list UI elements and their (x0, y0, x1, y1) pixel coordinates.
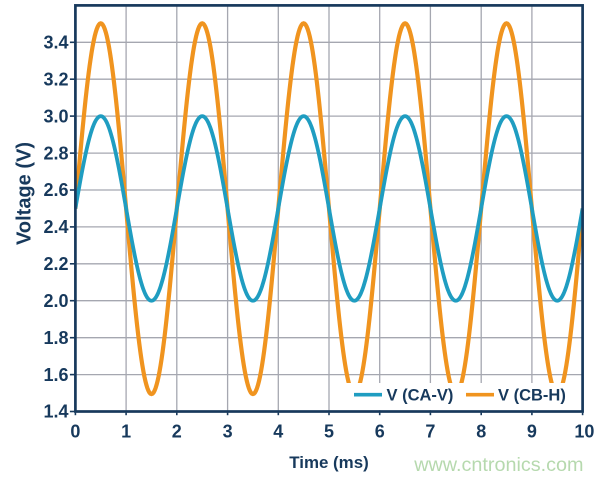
svg-text:2.8: 2.8 (43, 143, 68, 163)
svg-text:6: 6 (375, 422, 385, 442)
svg-text:V (CA-V): V (CA-V) (387, 387, 454, 405)
svg-text:5: 5 (324, 422, 334, 442)
svg-text:2.6: 2.6 (43, 180, 68, 200)
svg-text:2.2: 2.2 (43, 254, 68, 274)
svg-text:1.8: 1.8 (43, 328, 68, 348)
svg-text:0: 0 (70, 422, 80, 442)
svg-text:2.0: 2.0 (43, 291, 68, 311)
svg-text:3: 3 (223, 422, 233, 442)
svg-text:1.4: 1.4 (43, 402, 68, 422)
svg-text:1.6: 1.6 (43, 365, 68, 385)
svg-text:1: 1 (121, 422, 131, 442)
svg-text:Voltage (V): Voltage (V) (14, 142, 36, 245)
svg-text:7: 7 (425, 422, 435, 442)
svg-text:9: 9 (527, 422, 537, 442)
svg-text:3.4: 3.4 (43, 33, 68, 53)
svg-text:4: 4 (273, 422, 283, 442)
svg-text:V (CB-H): V (CB-H) (498, 387, 566, 405)
svg-text:3.0: 3.0 (43, 106, 68, 126)
svg-text:2: 2 (172, 422, 182, 442)
svg-text:www.cntronics.com: www.cntronics.com (413, 454, 583, 476)
svg-text:8: 8 (476, 422, 486, 442)
svg-text:10: 10 (574, 422, 594, 442)
svg-text:Time (ms): Time (ms) (289, 453, 368, 472)
svg-text:2.4: 2.4 (43, 217, 68, 237)
svg-text:3.2: 3.2 (43, 69, 68, 89)
